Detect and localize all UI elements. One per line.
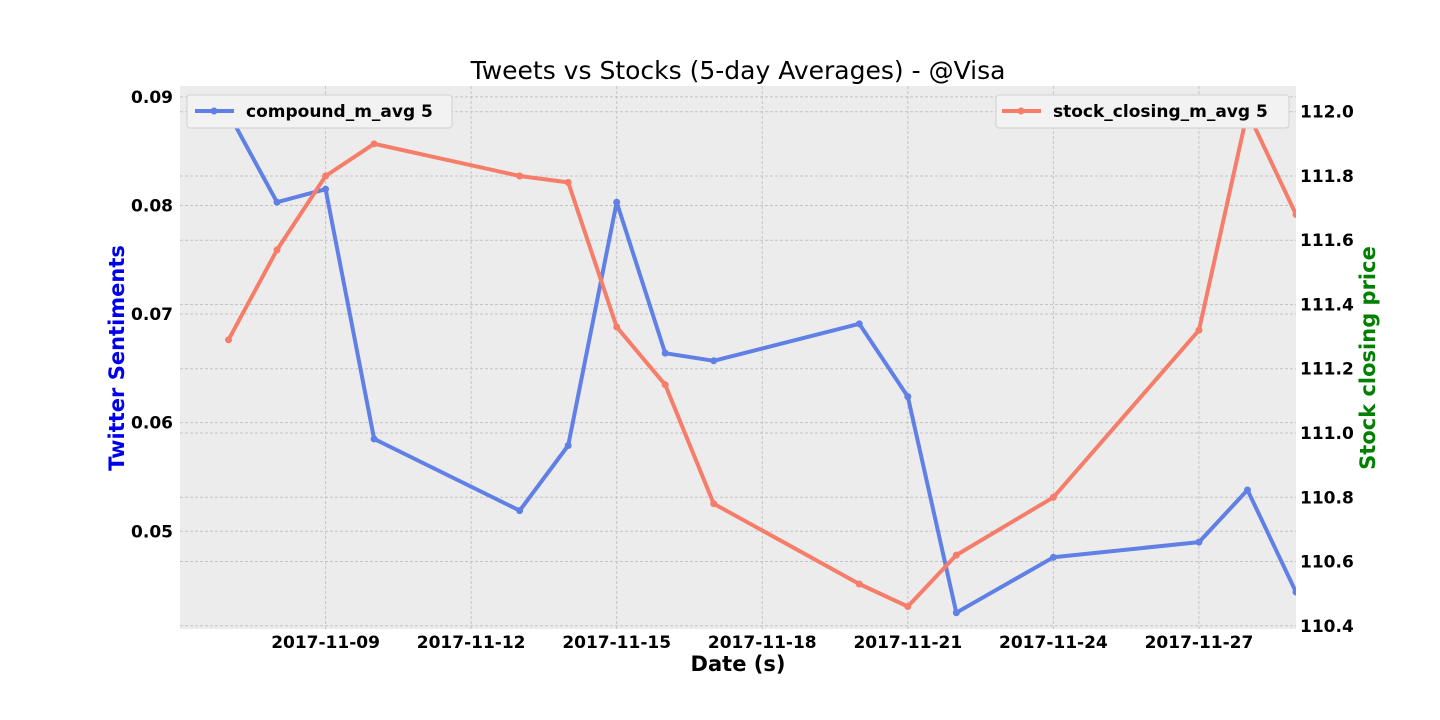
legend-left-label: compound_m_avg 5: [246, 102, 433, 122]
x-tick-label: 2017-11-09: [271, 633, 380, 653]
legend-right-marker: [1017, 107, 1025, 115]
x-axis-label: Date (s): [691, 652, 786, 676]
series-1-point: [322, 185, 330, 193]
x-tick-label: 2017-11-12: [417, 633, 526, 653]
y-axis-label-left: Twitter Sentiments: [105, 245, 129, 471]
legend-left-marker: [210, 107, 218, 115]
legend-right: stock_closing_m_avg 5: [995, 94, 1290, 129]
series-2-point: [613, 323, 621, 331]
y-tick-label-left: 0.06: [131, 414, 173, 434]
x-tick-label: 2017-11-21: [853, 633, 962, 653]
legend-left: compound_m_avg 5: [186, 94, 453, 129]
series-1-point: [1243, 486, 1251, 494]
y-tick-label-right: 110.6: [1300, 553, 1354, 573]
y-tick-label-left: 0.07: [131, 305, 173, 325]
series-1-point: [564, 441, 572, 449]
series-2-point: [1195, 326, 1203, 334]
axis-ticks: 2017-11-09 2017-11-12 2017-11-15 2017-11-18…: [131, 88, 1354, 653]
series-1-point: [613, 198, 621, 206]
series-1-point: [952, 609, 960, 617]
series-2-point: [1292, 211, 1296, 219]
y-tick-label-right: 111.0: [1300, 424, 1354, 444]
y-axis-label-right: Stock closing price: [1356, 246, 1380, 470]
series-2-point: [1049, 493, 1057, 501]
series-1-point: [904, 393, 912, 401]
series-2-point: [322, 172, 330, 180]
series-1-point: [1195, 538, 1203, 546]
series-1-line: [226, 112, 1296, 615]
y-tick-label-right: 112.0: [1300, 103, 1354, 123]
y-tick-label-left: 0.08: [131, 196, 173, 216]
y-tick-label-right: 110.8: [1300, 488, 1354, 508]
series-2-point: [516, 172, 524, 180]
y-tick-label-right: 111.8: [1300, 167, 1354, 187]
x-tick-label: 2017-11-27: [1145, 633, 1254, 653]
x-tick-label: 2017-11-24: [999, 633, 1108, 653]
series-2-point: [855, 580, 863, 588]
series-1-point: [370, 435, 378, 443]
series-2-point: [710, 500, 718, 508]
x-tick-label: 2017-11-18: [708, 633, 817, 653]
y-tick-label-right: 111.6: [1300, 231, 1354, 251]
series-1: [225, 109, 1296, 617]
plot-background: [180, 86, 1296, 629]
series-1-point: [273, 198, 281, 206]
series-2-point: [370, 140, 378, 148]
series-1-point: [1049, 553, 1057, 561]
series-2-point: [952, 551, 960, 559]
y-tick-label-left: 0.05: [131, 522, 173, 542]
legend-right-label: stock_closing_m_avg 5: [1053, 102, 1268, 122]
series-1-point: [516, 507, 524, 515]
series-2-point: [225, 336, 233, 344]
series-2-point: [904, 603, 912, 611]
legend-left-box: [186, 94, 453, 129]
series-layer: [225, 108, 1296, 617]
series-2-point: [661, 381, 669, 389]
y-tick-label-right: 111.4: [1300, 295, 1354, 315]
series-2-line: [226, 109, 1296, 609]
series-1-point: [1292, 588, 1296, 596]
series-2-point: [273, 246, 281, 254]
series-1-point: [710, 357, 718, 365]
grid-lines: [180, 86, 1296, 629]
y-tick-label-right: 110.4: [1300, 617, 1354, 637]
y-tick-label-right: 111.2: [1300, 360, 1354, 380]
series-1-point: [855, 320, 863, 328]
series-1-point: [661, 349, 669, 357]
series-2-point: [564, 178, 572, 186]
y-tick-label-left: 0.09: [131, 88, 173, 108]
chart-title: Tweets vs Stocks (5-day Averages) - @Vis…: [470, 56, 1006, 85]
x-tick-label: 2017-11-15: [562, 633, 671, 653]
legend-right-box: [995, 94, 1290, 129]
